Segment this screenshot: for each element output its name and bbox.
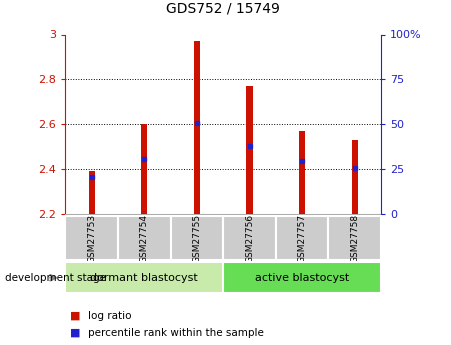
- Bar: [223, 216, 276, 260]
- Bar: [223, 262, 381, 293]
- Text: development stage: development stage: [5, 273, 106, 283]
- Bar: [170, 216, 223, 260]
- Bar: [141, 124, 147, 214]
- Text: percentile rank within the sample: percentile rank within the sample: [88, 328, 264, 338]
- Text: GSM27754: GSM27754: [140, 214, 149, 263]
- Bar: [246, 86, 253, 214]
- Text: GSM27753: GSM27753: [87, 214, 96, 263]
- Text: GSM27758: GSM27758: [350, 214, 359, 263]
- Bar: [194, 41, 200, 214]
- Bar: [65, 216, 118, 260]
- Text: log ratio: log ratio: [88, 311, 131, 321]
- Text: GDS752 / 15749: GDS752 / 15749: [166, 1, 280, 16]
- Bar: [299, 131, 305, 214]
- Bar: [88, 171, 95, 214]
- Bar: [352, 140, 358, 214]
- Bar: [328, 216, 381, 260]
- Text: ■: ■: [70, 311, 80, 321]
- Text: active blastocyst: active blastocyst: [255, 273, 349, 283]
- Text: GSM27755: GSM27755: [193, 214, 202, 263]
- Bar: [276, 216, 328, 260]
- Bar: [65, 262, 223, 293]
- Text: dormant blastocyst: dormant blastocyst: [91, 273, 198, 283]
- Text: GSM27756: GSM27756: [245, 214, 254, 263]
- Bar: [118, 216, 170, 260]
- Text: ■: ■: [70, 328, 80, 338]
- Text: GSM27757: GSM27757: [298, 214, 307, 263]
